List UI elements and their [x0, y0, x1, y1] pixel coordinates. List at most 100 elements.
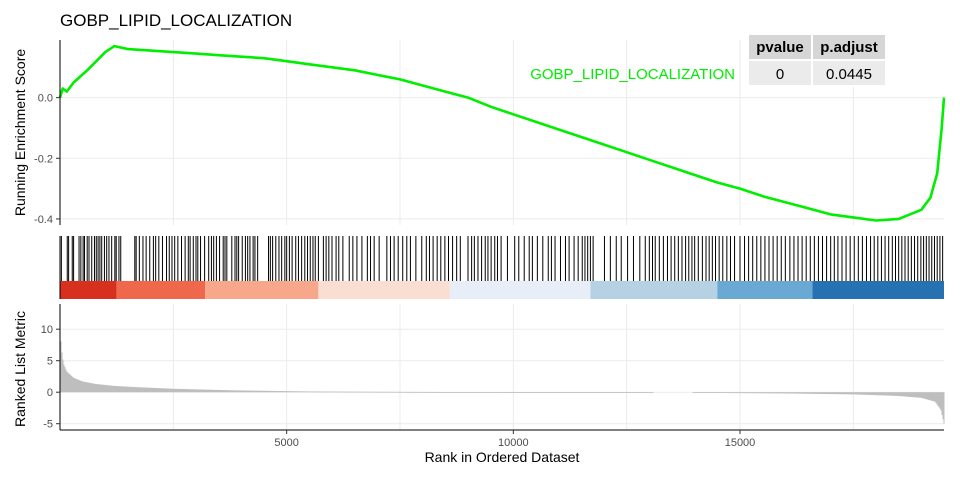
metric-bar	[895, 392, 897, 396]
metric-bar	[221, 390, 223, 393]
metric-bar	[850, 392, 852, 395]
metric-bar	[177, 388, 179, 393]
metric-bar	[87, 382, 89, 393]
metric-bar	[86, 382, 88, 393]
metric-bar	[849, 392, 851, 395]
metric-bar	[142, 387, 144, 393]
metric-bar	[426, 391, 428, 393]
metric-bar	[107, 385, 109, 393]
metric-bar	[928, 392, 930, 401]
metric-bar	[745, 392, 747, 394]
metric-bar	[130, 386, 132, 393]
metric-bar	[158, 388, 160, 393]
metric-bar	[525, 392, 527, 393]
metric-bar	[326, 391, 328, 393]
metric-bar	[522, 392, 524, 393]
metric-bar	[409, 391, 411, 393]
metric-bar	[596, 392, 598, 393]
metric-bar	[705, 392, 707, 393]
metric-bar	[542, 392, 544, 393]
metric-bar	[417, 391, 419, 393]
metric-bar	[523, 392, 525, 393]
metric-bar	[890, 392, 892, 396]
metric-bar	[253, 390, 255, 393]
metric-bar	[617, 392, 619, 393]
metric-bar	[164, 388, 166, 393]
metric-bar	[775, 392, 777, 394]
metric-bar	[717, 392, 719, 393]
metric-bar	[631, 392, 633, 393]
metric-bar	[162, 388, 164, 393]
metric-bar	[173, 388, 175, 393]
metric-bar	[272, 390, 274, 393]
metric-bar	[167, 388, 169, 393]
metric-bar	[638, 392, 640, 393]
metric-bar	[868, 392, 870, 395]
metric-bar	[231, 390, 233, 393]
metric-bar	[192, 389, 194, 393]
metric-bar	[556, 392, 558, 393]
metric-bar	[692, 392, 694, 393]
metric-bar	[507, 392, 509, 393]
metric-bar	[269, 390, 271, 393]
metric-bar	[412, 391, 414, 393]
metric-bar	[643, 392, 645, 393]
metric-bar	[320, 391, 322, 393]
metric-bar	[233, 390, 235, 393]
metric-bar	[104, 384, 106, 393]
metric-bar	[847, 392, 849, 395]
metric-bar	[381, 391, 383, 393]
metric-bar	[894, 392, 896, 396]
metric-bar	[593, 392, 595, 393]
metric-bar	[160, 388, 162, 393]
metric-bar	[878, 392, 880, 396]
metric-bar	[848, 392, 850, 395]
metric-bar	[613, 392, 615, 393]
metric-bar	[725, 392, 727, 394]
metric-bar	[380, 391, 382, 393]
metric-bar	[786, 392, 788, 394]
metric-bar	[291, 391, 293, 393]
metric-bar	[715, 392, 717, 393]
metric-bar	[763, 392, 765, 394]
metric-bar	[370, 391, 372, 393]
table-value-cell	[747, 59, 813, 87]
metric-bar	[206, 389, 208, 393]
metric-bar	[293, 391, 295, 393]
metric-bar	[103, 384, 105, 393]
metric-bar	[537, 392, 539, 393]
metric-bar	[463, 392, 465, 393]
metric-bar	[453, 392, 455, 393]
metric-bar	[448, 392, 450, 393]
metric-bar	[520, 392, 522, 393]
metric-bar	[309, 391, 311, 393]
metric-bar	[921, 392, 923, 399]
metric-bar	[742, 392, 744, 394]
metric-bar	[584, 392, 586, 393]
metric-bar	[517, 392, 519, 393]
metric-bar	[699, 392, 701, 393]
metric-bar	[195, 389, 197, 393]
metric-bar	[180, 388, 182, 393]
metric-bar	[820, 392, 822, 394]
metric-bar	[143, 387, 145, 393]
metric-bar	[283, 391, 285, 393]
metric-bar	[922, 392, 924, 399]
metric-bar	[905, 392, 907, 397]
metric-bar	[176, 388, 178, 393]
metric-bar	[843, 392, 845, 395]
metric-bar	[481, 392, 483, 393]
metric-bar	[416, 391, 418, 393]
metric-bar	[825, 392, 827, 395]
metric-bar	[696, 392, 698, 393]
metric-bar	[616, 392, 618, 393]
metric-bar	[929, 392, 931, 401]
metric-bar	[519, 392, 521, 393]
metric-bar	[870, 392, 872, 396]
metric-bar	[368, 391, 370, 393]
metric-bar	[152, 387, 154, 393]
metric-bar	[480, 392, 482, 393]
metric-bar	[444, 392, 446, 393]
metric-bar	[318, 391, 320, 393]
metric-bar	[565, 392, 567, 393]
